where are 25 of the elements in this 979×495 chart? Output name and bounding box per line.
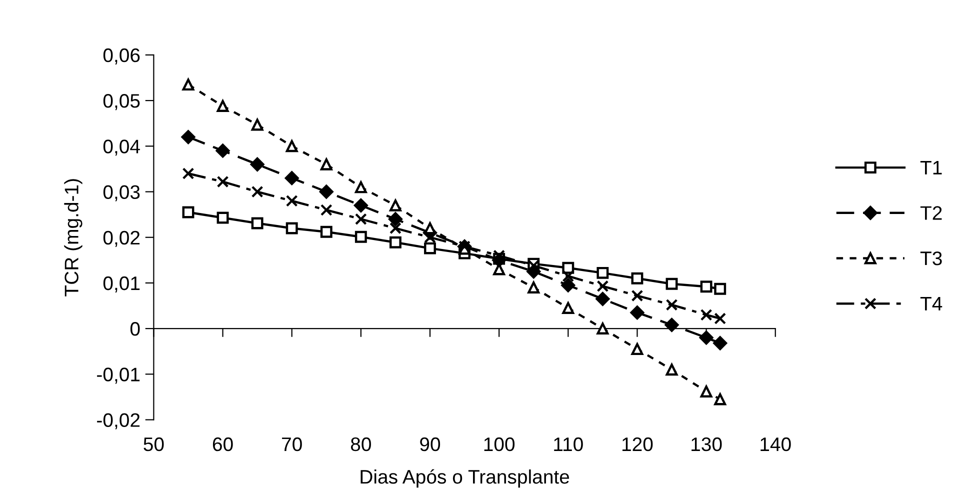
y-tick-label: 0,01	[103, 276, 140, 292]
x-tick-label: 90	[420, 437, 440, 452]
x-tick-label: 80	[350, 437, 371, 452]
legend-label: T2	[920, 206, 942, 220]
legend-label: T3	[920, 251, 942, 266]
legend-label: T1	[920, 160, 942, 174]
y-tick-label: 0,06	[103, 48, 140, 64]
x-tick-label: 100	[484, 437, 515, 452]
y-tick-label: 0,05	[103, 94, 140, 110]
y-tick-label: -0,02	[97, 413, 140, 430]
y-axis-title: TCR (mg.d-1)	[64, 179, 82, 296]
x-tick-label: 130	[692, 437, 722, 452]
y-tick-label: 0,03	[103, 185, 140, 202]
y-tick-label: 0,04	[103, 140, 140, 156]
y-tick-label: -0,01	[97, 368, 140, 384]
y-tick-label: 0	[130, 322, 140, 336]
x-tick-label: 70	[282, 437, 302, 452]
x-axis-title: Dias Após o Transplante	[360, 469, 570, 488]
legend-label: T4	[920, 297, 942, 310]
x-tick-label: 50	[144, 437, 164, 452]
x-tick-label: 140	[760, 437, 791, 452]
x-tick-label: 120	[622, 437, 653, 452]
y-tick-label: 0,02	[103, 230, 140, 247]
x-tick-label: 110	[554, 437, 583, 452]
x-tick-label: 60	[212, 437, 233, 452]
